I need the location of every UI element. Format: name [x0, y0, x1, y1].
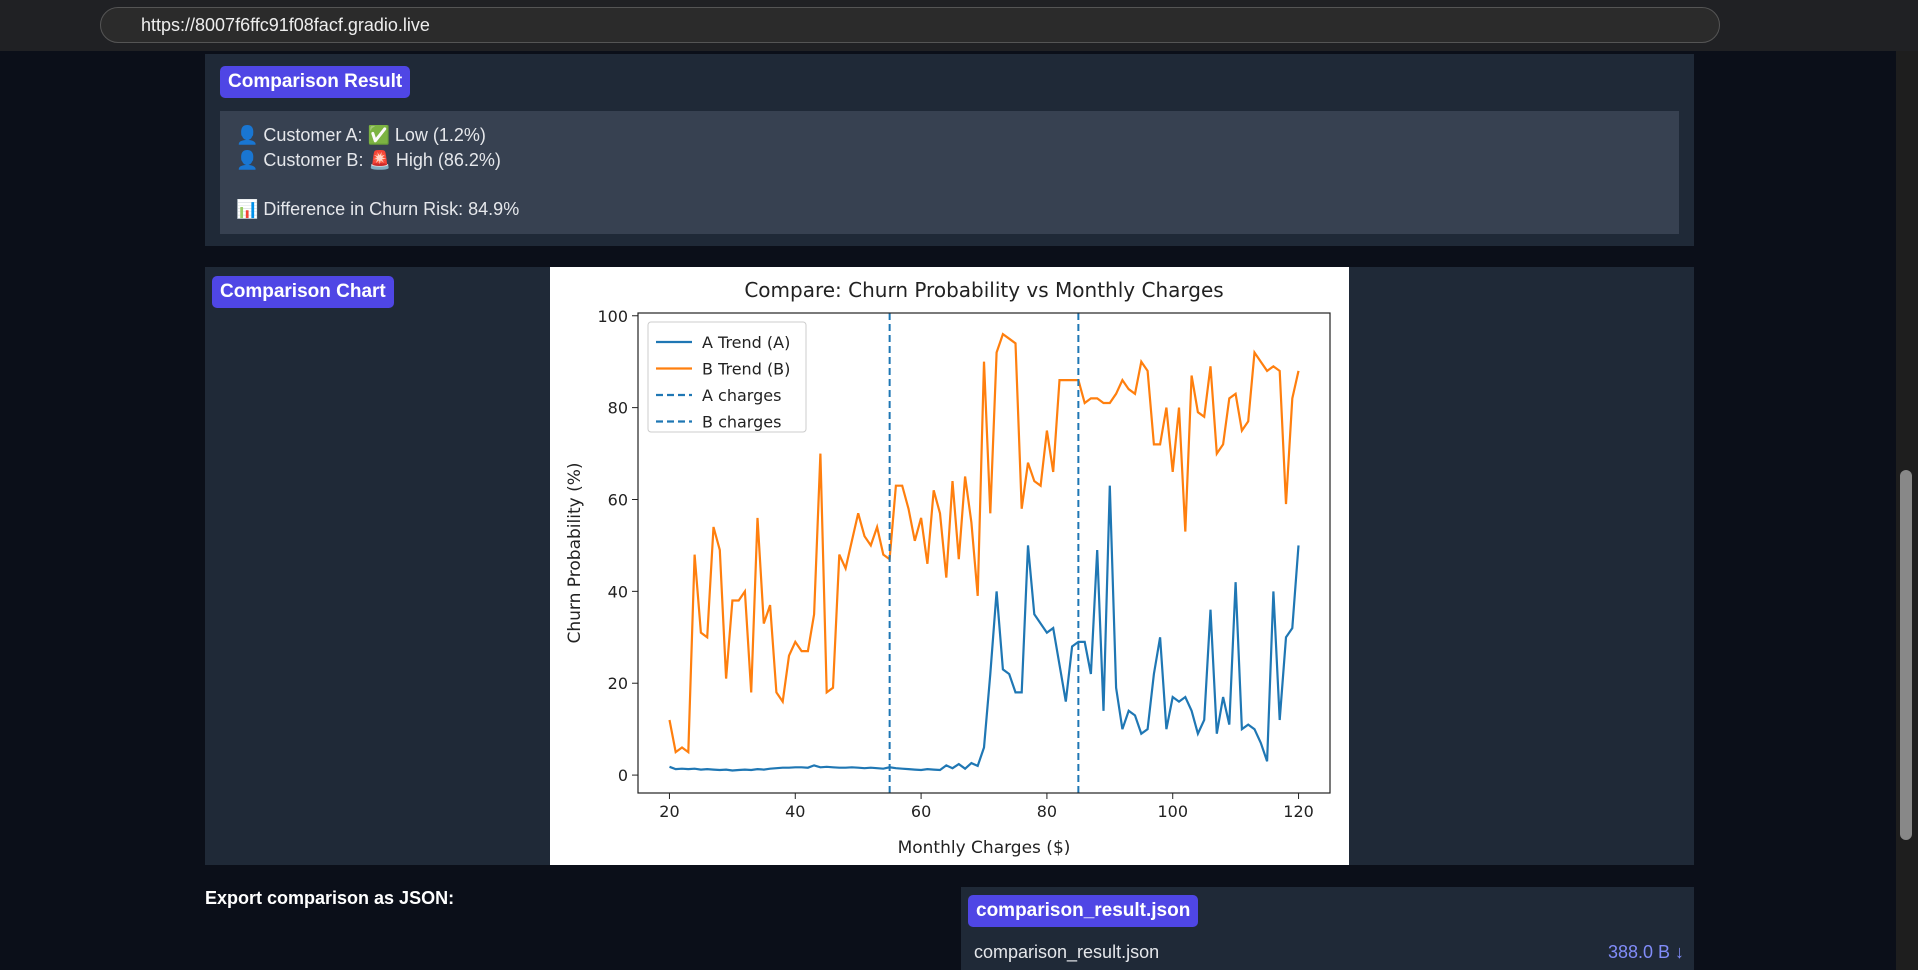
legend-label: B Trend (B)	[702, 360, 790, 379]
y-tick-label: 20	[608, 674, 628, 693]
chart-title: Compare: Churn Probability vs Monthly Ch…	[744, 278, 1223, 302]
panel-label: Comparison Chart	[212, 276, 394, 308]
result-line: 📊 Difference in Churn Risk: 84.9%	[236, 199, 520, 219]
panel-label: Comparison Result	[220, 66, 411, 98]
series-line	[669, 485, 1300, 772]
x-axis-label: Monthly Charges ($)	[898, 838, 1071, 858]
result-line: 👤 Customer A: ✅ Low (1.2%)	[236, 125, 486, 145]
y-tick-label: 0	[618, 766, 628, 785]
scroll-thumb[interactable]	[1900, 470, 1912, 840]
legend-label: A Trend (A)	[702, 333, 790, 352]
x-tick-label: 120	[1283, 802, 1314, 821]
y-tick-label: 100	[597, 307, 628, 326]
legend-label: A charges	[702, 386, 781, 405]
file-label: comparison_result.json	[968, 895, 1199, 927]
x-tick-label: 20	[659, 802, 679, 821]
file-panel: comparison_result.json comparison_result…	[961, 887, 1694, 970]
file-name[interactable]: comparison_result.json	[974, 942, 1160, 962]
result-line: 👤 Customer B: 🚨 High (86.2%)	[236, 150, 501, 170]
y-tick-label: 80	[608, 399, 628, 418]
plot-frame	[637, 312, 1331, 794]
legend-box	[647, 321, 807, 433]
result-box: 👤 Customer A: ✅ Low (1.2%) 👤 Customer B:…	[220, 111, 1679, 234]
y-axis-label: Churn Probability (%)	[565, 463, 585, 644]
x-tick-label: 60	[911, 802, 931, 821]
y-tick-label: 60	[608, 490, 628, 509]
chart: Compare: Churn Probability vs Monthly Ch…	[550, 267, 1349, 865]
series-line	[668, 332, 1300, 755]
y-tick-label: 40	[608, 582, 628, 601]
file-size: 388.0 B ↓	[1607, 942, 1684, 962]
legend-label: B charges	[702, 413, 781, 432]
x-tick-label: 40	[785, 802, 805, 821]
address-bar[interactable]: https://8007f6ffc91f08facf.gradio.live	[100, 7, 1720, 43]
x-tick-label: 100	[1157, 802, 1188, 821]
export-label: Export comparison as JSON:	[205, 888, 455, 908]
browser-bar: https://8007f6ffc91f08facf.gradio.live	[0, 0, 1918, 51]
x-tick-label: 80	[1037, 802, 1057, 821]
